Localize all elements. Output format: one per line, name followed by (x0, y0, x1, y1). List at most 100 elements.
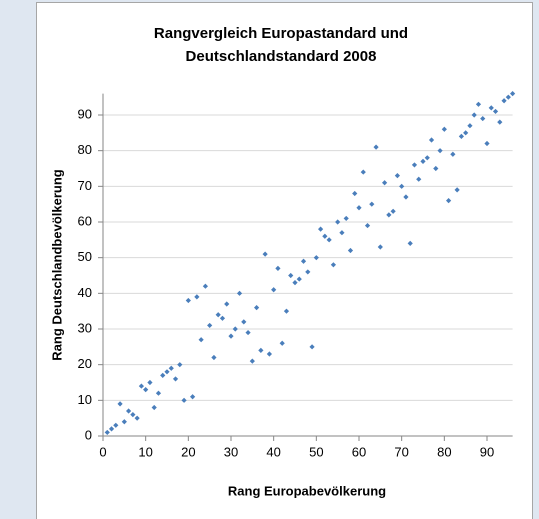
point (373, 144, 379, 150)
point (420, 158, 426, 164)
point (262, 251, 268, 257)
point (143, 387, 149, 393)
point (117, 401, 123, 407)
point (164, 369, 170, 375)
x-tick-label: 30 (224, 444, 238, 459)
x-tick-label: 10 (138, 444, 152, 459)
point (339, 230, 345, 236)
point (313, 255, 319, 261)
point (411, 162, 418, 168)
point (467, 123, 473, 129)
point (390, 208, 396, 214)
point (168, 365, 174, 371)
point (463, 130, 469, 136)
point (185, 297, 191, 304)
point (407, 240, 413, 246)
x-tick-label: 50 (309, 444, 323, 459)
point (228, 333, 234, 339)
point (488, 105, 494, 111)
point (424, 155, 430, 161)
point (194, 294, 200, 300)
point (113, 422, 119, 428)
point (147, 379, 153, 386)
point (288, 272, 294, 279)
point (245, 329, 251, 336)
point (108, 426, 115, 432)
point (283, 308, 290, 314)
point (399, 183, 405, 189)
point (305, 269, 311, 275)
chart-frame (36, 2, 533, 519)
point (394, 173, 400, 179)
point (211, 354, 217, 361)
point (279, 340, 285, 346)
point (326, 237, 332, 243)
y-tick-label: 90 (78, 106, 92, 121)
point (364, 222, 371, 229)
point (134, 415, 140, 421)
point (471, 112, 477, 118)
point (232, 326, 238, 332)
point (446, 198, 452, 204)
x-tick-label: 90 (480, 444, 494, 459)
point (356, 205, 362, 211)
x-tick-label: 20 (181, 444, 195, 459)
x-tick-label: 70 (394, 444, 408, 459)
point (249, 358, 255, 364)
point (480, 115, 486, 122)
point (441, 126, 447, 132)
point (505, 94, 511, 100)
point (172, 376, 179, 382)
point (433, 165, 439, 172)
point (360, 169, 366, 175)
point (275, 265, 281, 271)
point (236, 290, 243, 296)
point (322, 233, 328, 239)
y-tick-label: 10 (78, 392, 92, 407)
point (369, 201, 375, 207)
y-tick-label: 80 (78, 142, 92, 157)
point (292, 280, 298, 286)
point (241, 319, 247, 325)
point (198, 337, 204, 343)
point (271, 287, 277, 293)
point (207, 322, 213, 329)
point (454, 187, 460, 193)
x-axis-title: Rang Europabevölkerung (228, 483, 386, 498)
y-tick-label: 40 (78, 285, 92, 300)
point (382, 180, 388, 186)
point (309, 344, 315, 350)
point (151, 404, 157, 411)
point (484, 140, 490, 147)
chart-title: Deutschlandstandard 2008 (186, 48, 377, 65)
point (258, 347, 264, 353)
point (177, 362, 183, 368)
y-tick-label: 50 (78, 249, 92, 264)
point (330, 262, 336, 268)
point (130, 412, 136, 418)
y-axis-title: Rang Deutschlandbevölkerung (49, 169, 64, 360)
point (300, 258, 307, 264)
point (403, 194, 409, 200)
point (296, 276, 302, 282)
point (497, 119, 503, 125)
point (335, 219, 341, 225)
point (501, 98, 507, 104)
point (121, 419, 127, 425)
point (104, 429, 110, 436)
point (155, 390, 162, 396)
y-tick-label: 0 (85, 427, 92, 442)
point (215, 312, 221, 318)
x-tick-label: 60 (352, 444, 366, 459)
point (352, 190, 358, 197)
y-tick-label: 70 (78, 178, 92, 193)
point (318, 226, 324, 232)
y-tick-label: 20 (78, 356, 92, 371)
point (219, 315, 226, 321)
x-tick-label: 80 (437, 444, 451, 459)
point (377, 244, 383, 250)
point (343, 215, 349, 222)
point (347, 247, 354, 254)
